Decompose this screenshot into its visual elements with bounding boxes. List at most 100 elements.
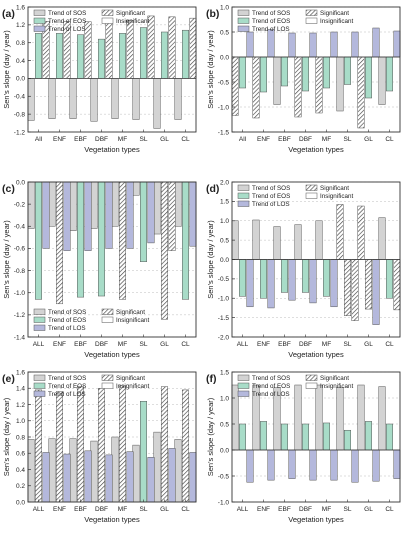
bar: [294, 224, 302, 260]
legend-label: Trend of SOS: [48, 375, 86, 382]
legend-label: Trend of LOS: [252, 391, 290, 398]
chart-panel: -1.2 -0.8 -0.4 0.0 0.4 0.8 1.2 1.6 All ENF EBF DBF M…: [2, 4, 197, 154]
bar: [365, 56, 372, 99]
legend-label: Significant: [320, 185, 349, 192]
x-tick-label: DBF: [299, 506, 312, 513]
x-tick-label: GL: [364, 136, 373, 143]
bar: [252, 219, 260, 260]
bar: [344, 429, 351, 451]
x-tick-label: ENF: [53, 506, 66, 513]
legend-swatch: [33, 17, 46, 24]
bar: [105, 454, 113, 503]
x-tick-label: MF: [322, 136, 331, 143]
bar: [260, 56, 267, 93]
bar: [309, 449, 317, 481]
y-tick-label: 0.0: [16, 499, 25, 506]
bar: [393, 449, 401, 479]
legend-label: Significant: [320, 10, 349, 17]
x-axis-title: Vegetation types: [84, 350, 140, 359]
bar: [351, 259, 359, 321]
y-axis-title: Sen's slope (day / year): [206, 220, 215, 299]
bar: [372, 259, 380, 325]
legend-swatch: [33, 25, 46, 32]
bar: [153, 78, 161, 129]
bar: [315, 56, 323, 114]
bar: [63, 181, 71, 251]
bar: [323, 56, 330, 89]
legend-label: Trend of EOS: [48, 383, 86, 390]
bar: [344, 259, 351, 316]
bar: [140, 27, 147, 79]
bar: [294, 384, 302, 451]
legend-swatch: [33, 308, 46, 315]
bar: [189, 452, 197, 503]
bar: [231, 384, 239, 451]
x-tick-label: ALL: [33, 506, 45, 513]
bar: [147, 181, 155, 244]
legend-label: Insignificant: [320, 383, 354, 390]
legend-label: Trend of EOS: [252, 18, 290, 25]
panel-label: (d): [206, 183, 219, 195]
x-tick-label: SL: [140, 506, 148, 513]
bar: [357, 56, 365, 129]
bar: [246, 259, 254, 308]
legend-label: Significant: [320, 375, 349, 382]
bar: [260, 421, 267, 451]
bar: [239, 423, 246, 451]
x-tick-label: EBF: [74, 136, 87, 143]
legend-swatch: [305, 382, 318, 389]
y-tick-label: 1.2: [16, 402, 25, 409]
bar: [42, 452, 50, 503]
legend-label: Trend of LOS: [252, 201, 290, 208]
bar: [132, 444, 140, 503]
bar: [69, 438, 77, 503]
x-axis-title: Vegetation types: [84, 515, 140, 524]
bar: [111, 181, 119, 227]
x-tick-label: ALL: [237, 506, 249, 513]
legend-swatch: [237, 25, 250, 32]
bar: [174, 78, 182, 120]
bar: [147, 457, 155, 503]
y-axis-title: Sen's slope (day / year): [2, 30, 11, 109]
x-tick-label: DBF: [95, 341, 108, 348]
legend-swatch: [305, 184, 318, 191]
x-tick-label: MF: [118, 341, 127, 348]
x-tick-label: GL: [364, 341, 373, 348]
legend-swatch: [237, 9, 250, 16]
x-tick-label: GL: [160, 341, 169, 348]
legend-swatch: [101, 9, 114, 16]
legend-label: Trend of SOS: [252, 185, 290, 192]
bar: [273, 226, 281, 260]
y-axis-title: Sen's slope (day / year): [2, 220, 11, 299]
legend-swatch: [101, 308, 114, 315]
bar: [336, 387, 344, 451]
y-tick-label: 1.0: [220, 395, 229, 402]
x-tick-label: MF: [322, 341, 331, 348]
y-tick-label: -1.0: [14, 290, 26, 297]
x-tick-label: All: [239, 136, 247, 143]
bar: [77, 34, 84, 79]
bar: [98, 388, 105, 503]
y-tick-label: -0.8: [14, 268, 26, 275]
bar: [69, 181, 77, 231]
y-tick-label: 1.5: [220, 199, 229, 206]
y-tick-label: 1.6: [16, 4, 25, 11]
y-tick-label: -0.6: [14, 246, 26, 253]
bar: [147, 15, 155, 79]
y-tick-label: -0.5: [218, 79, 230, 86]
legend-label: Significant: [116, 375, 145, 382]
bar: [90, 78, 98, 122]
legend-label: Significant: [116, 309, 145, 316]
x-tick-label: ENF: [53, 136, 66, 143]
bar: [372, 27, 380, 58]
bar: [315, 220, 323, 260]
bar: [27, 439, 35, 503]
bar: [168, 181, 176, 251]
y-tick-label: 0.4: [16, 58, 25, 65]
legend-label: Insignificant: [320, 193, 354, 200]
bar: [174, 181, 182, 227]
legend-swatch: [101, 17, 114, 24]
